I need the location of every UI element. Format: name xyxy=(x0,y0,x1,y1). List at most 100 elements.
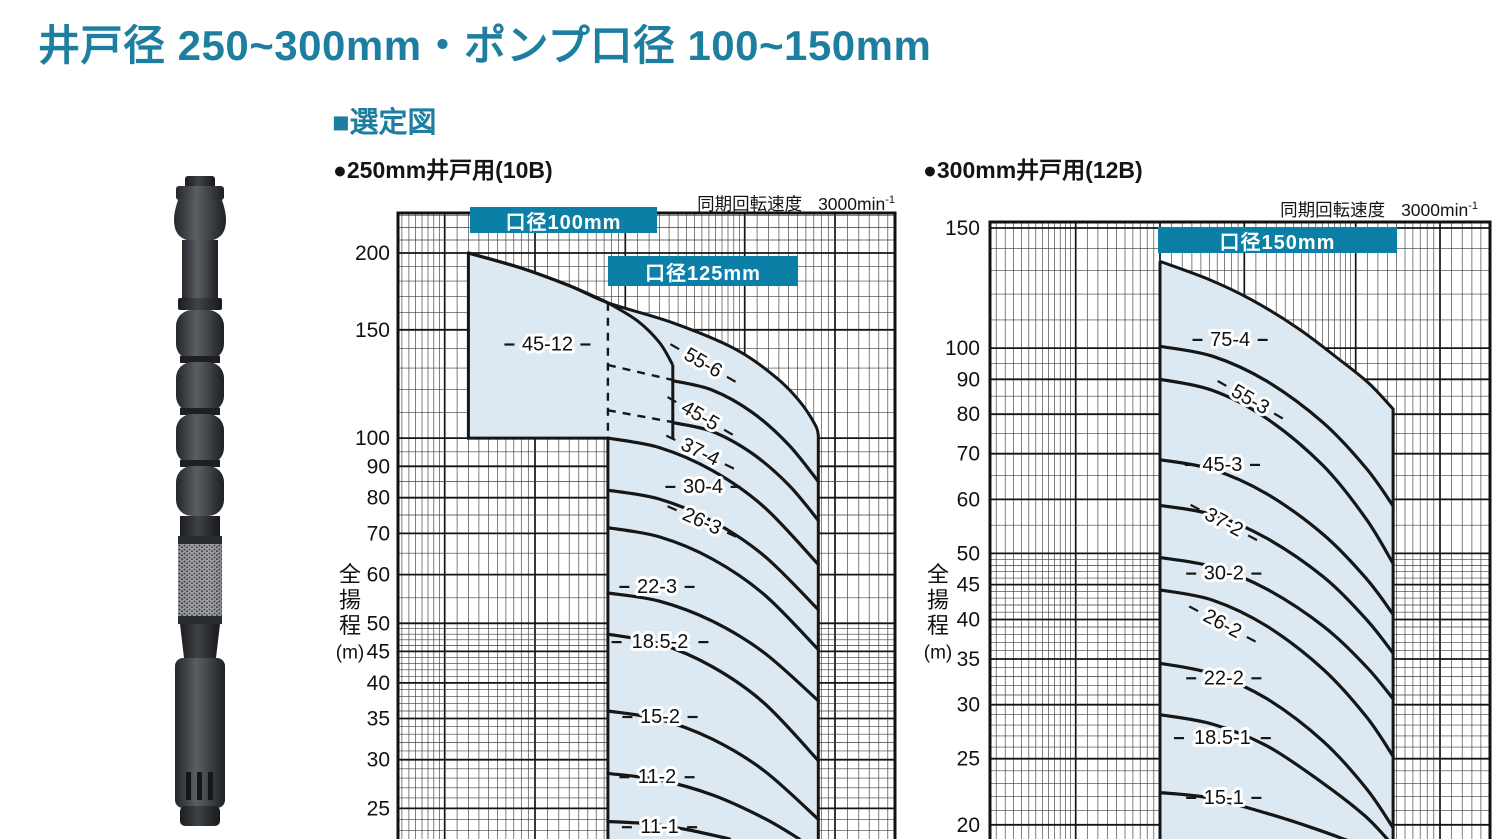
y-tick-label: 45 xyxy=(957,574,980,597)
pump-curve-45-3 xyxy=(1158,458,1395,616)
svg-text:22-3: 22-3 xyxy=(637,576,677,598)
chart-title-250mm: ●250mm井戸用(10B) xyxy=(333,157,553,183)
pump-curve-37-4 xyxy=(606,436,820,567)
pump-curve-37-2 xyxy=(1158,503,1395,655)
y-tick-label: 30 xyxy=(957,694,980,717)
envelope-dashed-limit xyxy=(607,409,674,424)
y-tick-label: 40 xyxy=(957,609,980,632)
bore-label-150mm: 口径150mm xyxy=(1158,227,1397,254)
sync-speed-exponent: -1 xyxy=(885,194,895,207)
svg-text:15-2: 15-2 xyxy=(640,706,680,728)
y-tick-label: 60 xyxy=(367,564,390,587)
selection-chart-300mm-well: 75-455-345-337-230-226-222-218.5-115-115… xyxy=(924,217,1492,839)
y-tick-label: 80 xyxy=(957,403,980,426)
y-tick-label: 35 xyxy=(367,708,390,731)
envelope-outer-boundary xyxy=(1159,259,1395,839)
pump-motor xyxy=(175,624,225,826)
pump-curve-30-2 xyxy=(1158,556,1395,701)
y-tick-label: 100 xyxy=(945,337,980,360)
y-axis-unit-char: 揚 xyxy=(927,588,949,613)
pump-curve-26-2 xyxy=(1158,588,1395,758)
pump-curve-11-2 xyxy=(606,771,801,839)
pump-stage-bowls xyxy=(176,310,224,536)
y-axis-unit-char: 程 xyxy=(927,613,949,638)
svg-text:22-2: 22-2 xyxy=(1204,667,1244,689)
y-tick-label: 80 xyxy=(367,487,390,510)
y-axis-unit-char: 全 xyxy=(927,562,949,587)
curve-label-45-12: 45-12 xyxy=(504,331,591,359)
curve-label-30-2: 30-2 xyxy=(1186,560,1262,588)
svg-text:45-3: 45-3 xyxy=(1202,454,1242,476)
y-tick-label: 90 xyxy=(367,455,390,478)
pump-discharge-head xyxy=(174,176,226,310)
y-tick-label: 30 xyxy=(367,749,390,772)
curve-label-15-1: 15-1 xyxy=(1186,784,1262,812)
y-tick-label: 20 xyxy=(957,814,980,837)
sync-speed-label-250: 同期回転速度 3000min-1 xyxy=(545,191,895,216)
sync-speed-value: 3000min xyxy=(818,194,886,214)
pump-photo-illustration xyxy=(174,176,226,826)
curve-label-30-4: 30-4 xyxy=(665,473,741,501)
selection-chart-250mm-well: 45-12 55-645-537-430-426-322-318.5-215-21… xyxy=(336,211,897,839)
y-tick-label: 70 xyxy=(367,522,390,545)
pump-curve-18.5-2 xyxy=(606,632,820,763)
sync-speed-text: 同期回転速度 xyxy=(1280,200,1386,220)
section-header: ■選定図 xyxy=(332,107,437,139)
curve-label-11-2: 11-2 xyxy=(619,763,695,791)
y-tick-label: 25 xyxy=(957,748,980,771)
y-tick-label: 50 xyxy=(957,542,980,565)
y-axis-unit: 全揚程 (m) xyxy=(924,562,952,664)
y-tick-label: 50 xyxy=(367,612,390,635)
pump-strainer xyxy=(178,536,222,624)
svg-text:75-4: 75-4 xyxy=(1210,329,1250,351)
curve-label-18.5-1: 18.5-1 xyxy=(1174,724,1271,752)
sync-speed-exponent: -1 xyxy=(1468,200,1478,213)
curve-label-11-1: 11-1 xyxy=(621,813,698,839)
svg-text:18.5-2: 18.5-2 xyxy=(632,631,689,653)
envelope-solid-limit xyxy=(607,301,675,366)
y-tick-label: 150 xyxy=(355,319,390,342)
y-tick-label: 90 xyxy=(957,368,980,391)
pump-curve-55-3 xyxy=(1158,377,1395,566)
y-tick-label: 70 xyxy=(957,443,980,466)
plot-frame xyxy=(988,220,1492,839)
page-title: 井戸径 250~300mm・ポンプ口径 100~150mm xyxy=(38,22,932,69)
bore-label-100mm: 口径100mm xyxy=(470,207,657,234)
sync-speed-label-300: 同期回転速度 3000min-1 xyxy=(1128,197,1478,222)
svg-text:18.5-1: 18.5-1 xyxy=(1194,727,1251,749)
y-tick-label: 45 xyxy=(367,640,390,663)
svg-text:30-2: 30-2 xyxy=(1204,563,1244,585)
y-tick-label: 60 xyxy=(957,488,980,511)
y-axis-unit-char: (m) xyxy=(336,643,364,664)
y-axis-unit-char: 揚 xyxy=(339,588,361,613)
pump-curve-18.5-1 xyxy=(1158,713,1390,839)
y-tick-label: 100 xyxy=(355,427,390,450)
y-axis-unit-char: 全 xyxy=(339,562,361,587)
svg-text:15-1: 15-1 xyxy=(1204,787,1244,809)
y-axis-unit-char: (m) xyxy=(924,643,952,664)
curve-label-22-2: 22-2 xyxy=(1186,664,1262,692)
pump-curve-45-12 xyxy=(466,251,610,305)
pump-curve-55-6 xyxy=(671,379,820,484)
y-tick-label: 35 xyxy=(957,648,980,671)
pump-curve-75-4 xyxy=(1158,344,1395,508)
curve-label-22-3: 22-3 xyxy=(619,573,695,601)
operating-envelope xyxy=(1160,261,1394,839)
pump-curve-15-2 xyxy=(606,709,820,821)
sync-speed-value: 3000min xyxy=(1401,200,1469,220)
svg-text:30-4: 30-4 xyxy=(683,476,723,498)
pump-curve-11-1 xyxy=(606,819,732,839)
y-tick-labels: 150 100 90 80 70 60 50 45 40 35 30 25 20 xyxy=(945,217,980,837)
pump-curve-45-5 xyxy=(671,421,820,522)
pump-curve-26-3 xyxy=(606,526,820,652)
curve-label-75-4: 75-4 xyxy=(1192,326,1268,354)
pump-curve-30-4 xyxy=(606,488,820,612)
sync-speed-text: 同期回転速度 xyxy=(697,194,803,214)
bore-label-125mm: 口径125mm xyxy=(608,256,798,286)
y-tick-labels: 200 150 100 90 80 70 60 50 45 40 35 30 25 xyxy=(355,242,390,820)
pump-curve-22-3 xyxy=(606,591,820,703)
y-axis-unit-char: 程 xyxy=(339,613,361,638)
y-axis-unit: 全揚程 (m) xyxy=(336,562,364,664)
svg-text:11-2: 11-2 xyxy=(638,766,677,788)
y-tick-label: 150 xyxy=(945,217,980,240)
